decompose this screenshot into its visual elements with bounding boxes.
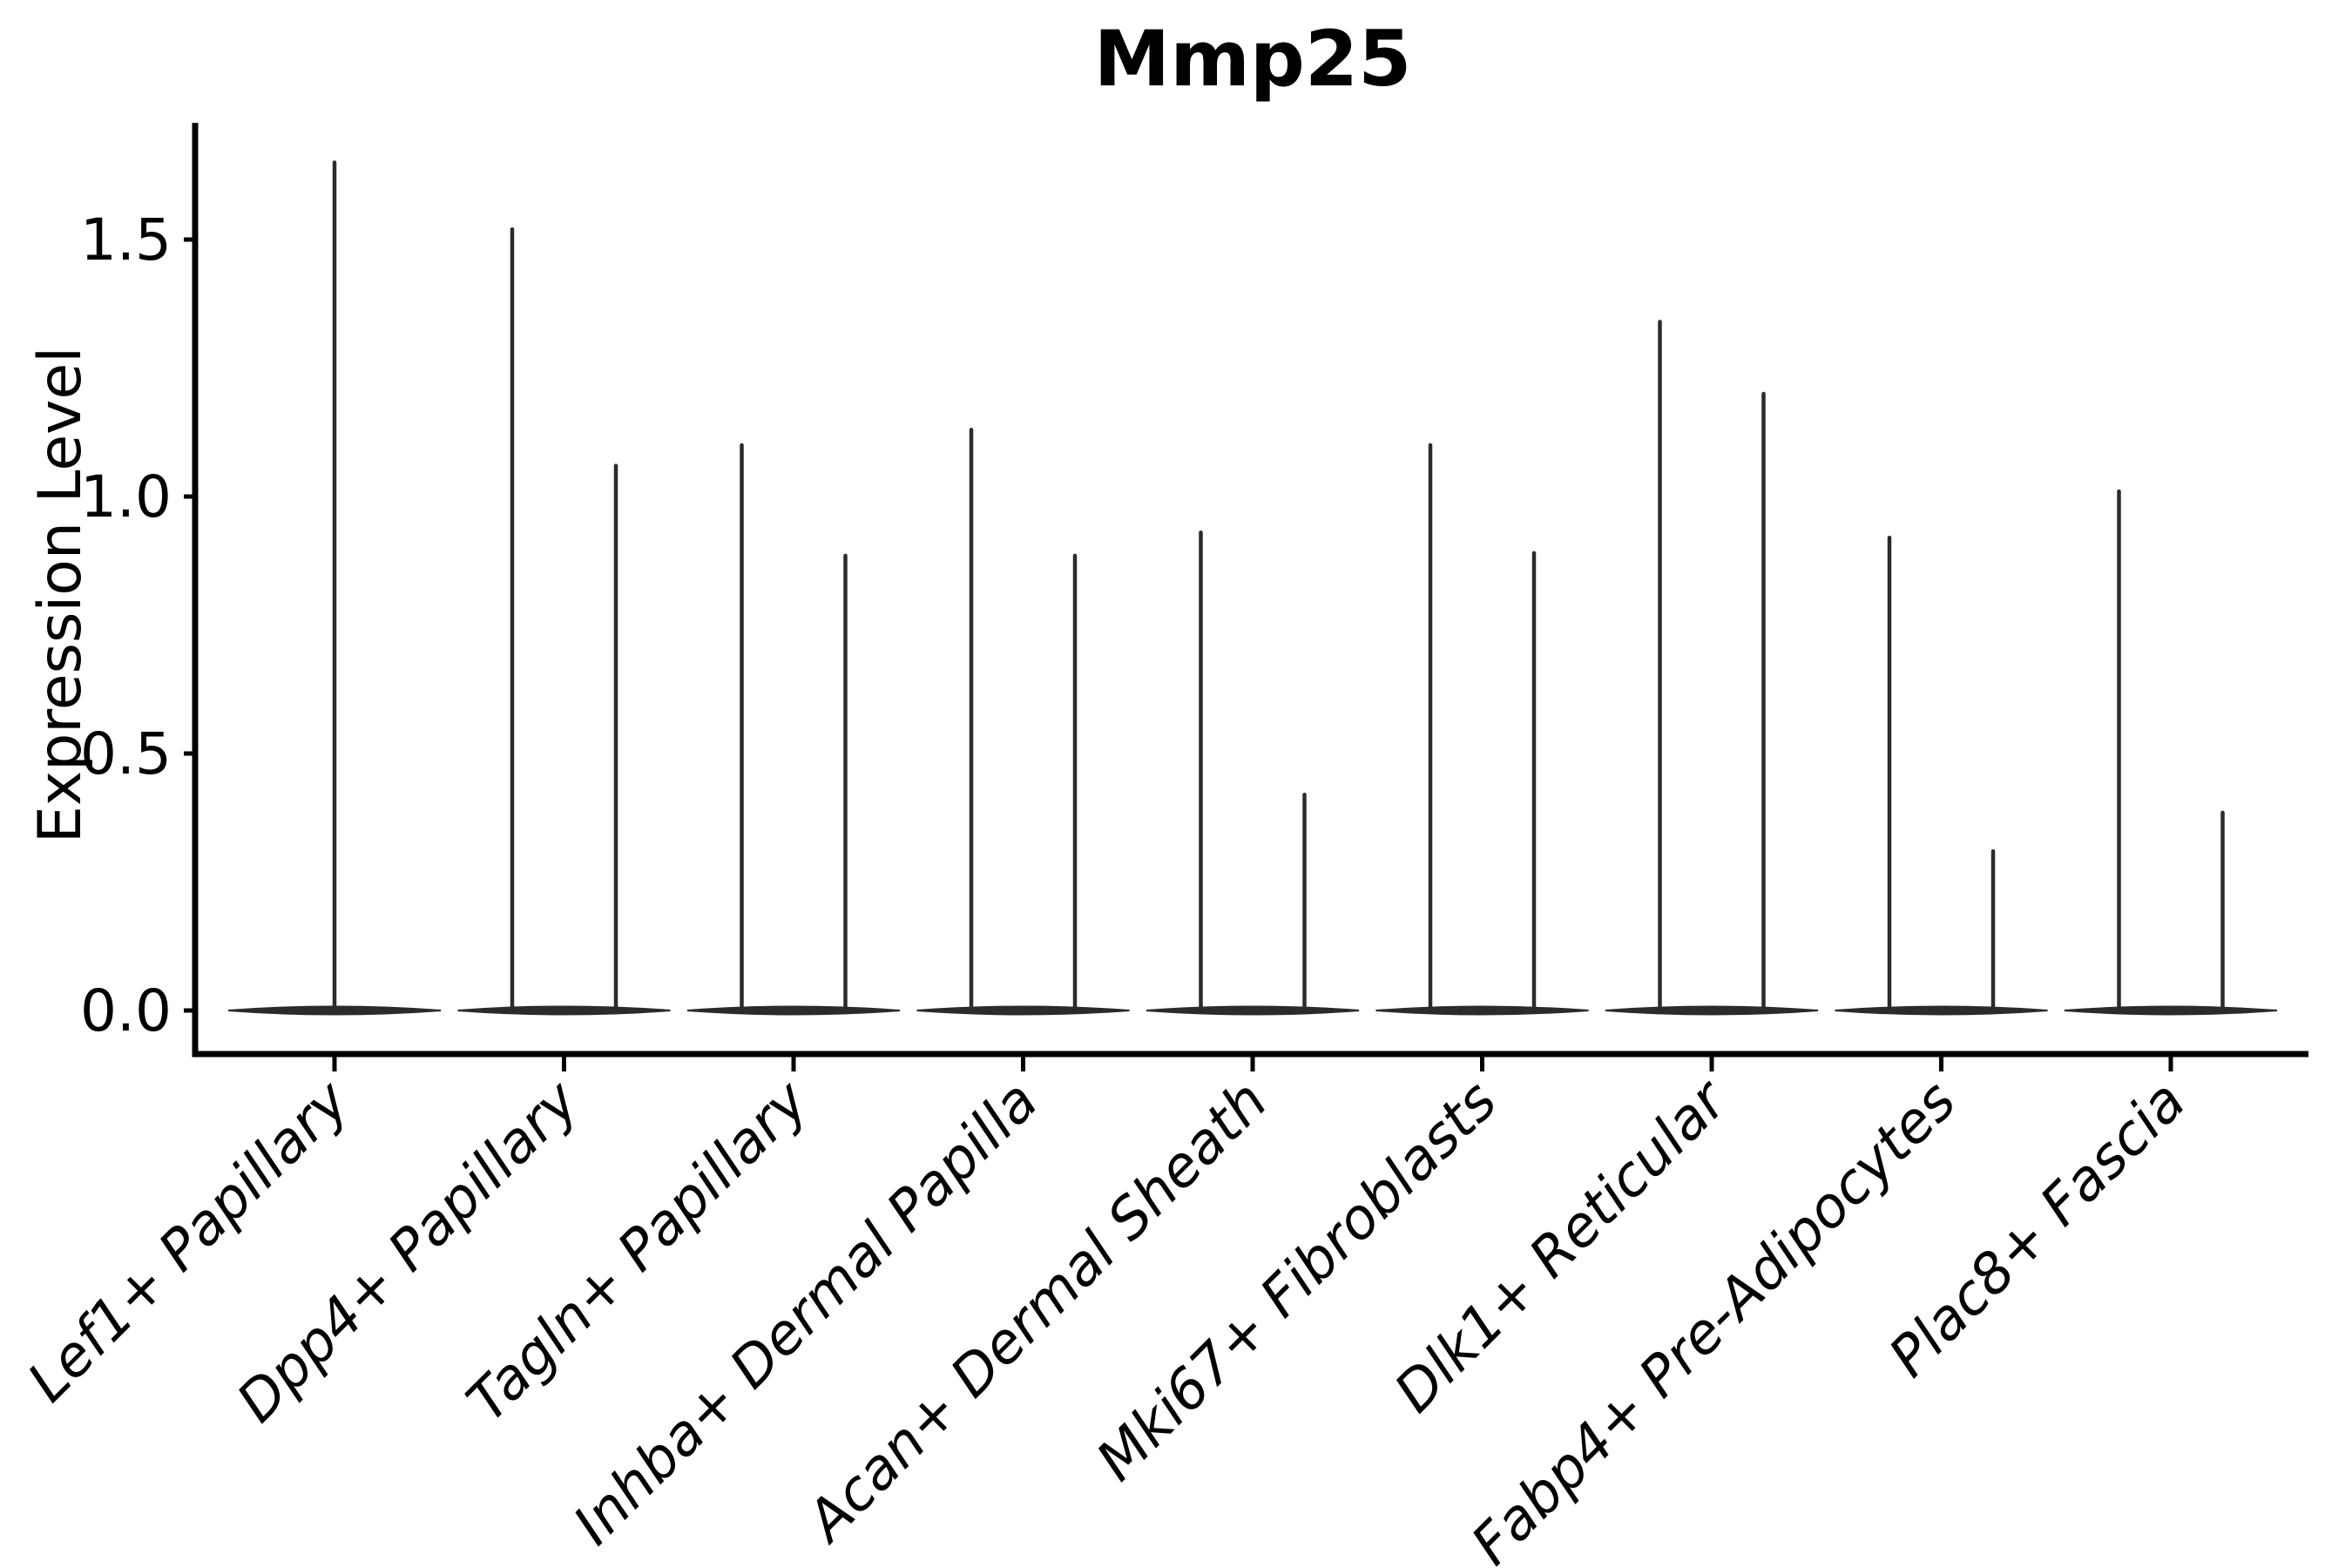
y-tick-label: 1.5 — [80, 206, 172, 274]
violin-group — [686, 443, 901, 1016]
y-axis-title: Expression Level — [26, 347, 95, 843]
violin-base — [1146, 1005, 1360, 1016]
y-axis-ticks: 0.0 0.5 1.0 1.5 — [80, 206, 193, 1044]
x-tick-label: Inhba+ Dermal Papilla — [562, 1069, 1051, 1558]
violin-group — [1835, 535, 2048, 1016]
y-tick-label: 0.0 — [80, 977, 172, 1044]
x-tick-label: Mki67+ Fibroblasts — [1085, 1069, 1510, 1494]
violin-group — [916, 428, 1130, 1016]
violins — [227, 160, 2278, 1016]
violin-base — [2064, 1005, 2278, 1016]
violin-base — [1835, 1005, 2048, 1016]
violin-group — [1375, 443, 1589, 1016]
violin-group — [227, 160, 442, 1016]
violin-base — [1375, 1005, 1589, 1016]
plot-title: Mmp25 — [1094, 14, 1412, 104]
violin-group — [2064, 489, 2278, 1016]
violin-group — [1146, 531, 1360, 1016]
violin-base — [1605, 1005, 1819, 1016]
y-tick-label: 0.5 — [80, 720, 172, 787]
y-tick-label: 1.0 — [80, 463, 172, 531]
violin-group — [457, 226, 671, 1016]
x-tick-label: Acan+ Dermal Sheath — [793, 1069, 1280, 1556]
violin-group — [1605, 320, 1819, 1016]
violin-base — [457, 1005, 671, 1016]
x-tick-label: Fabp4+ Pre-Adipocytes — [1460, 1069, 1969, 1568]
violin-base — [686, 1005, 901, 1016]
violin-base — [916, 1005, 1130, 1016]
